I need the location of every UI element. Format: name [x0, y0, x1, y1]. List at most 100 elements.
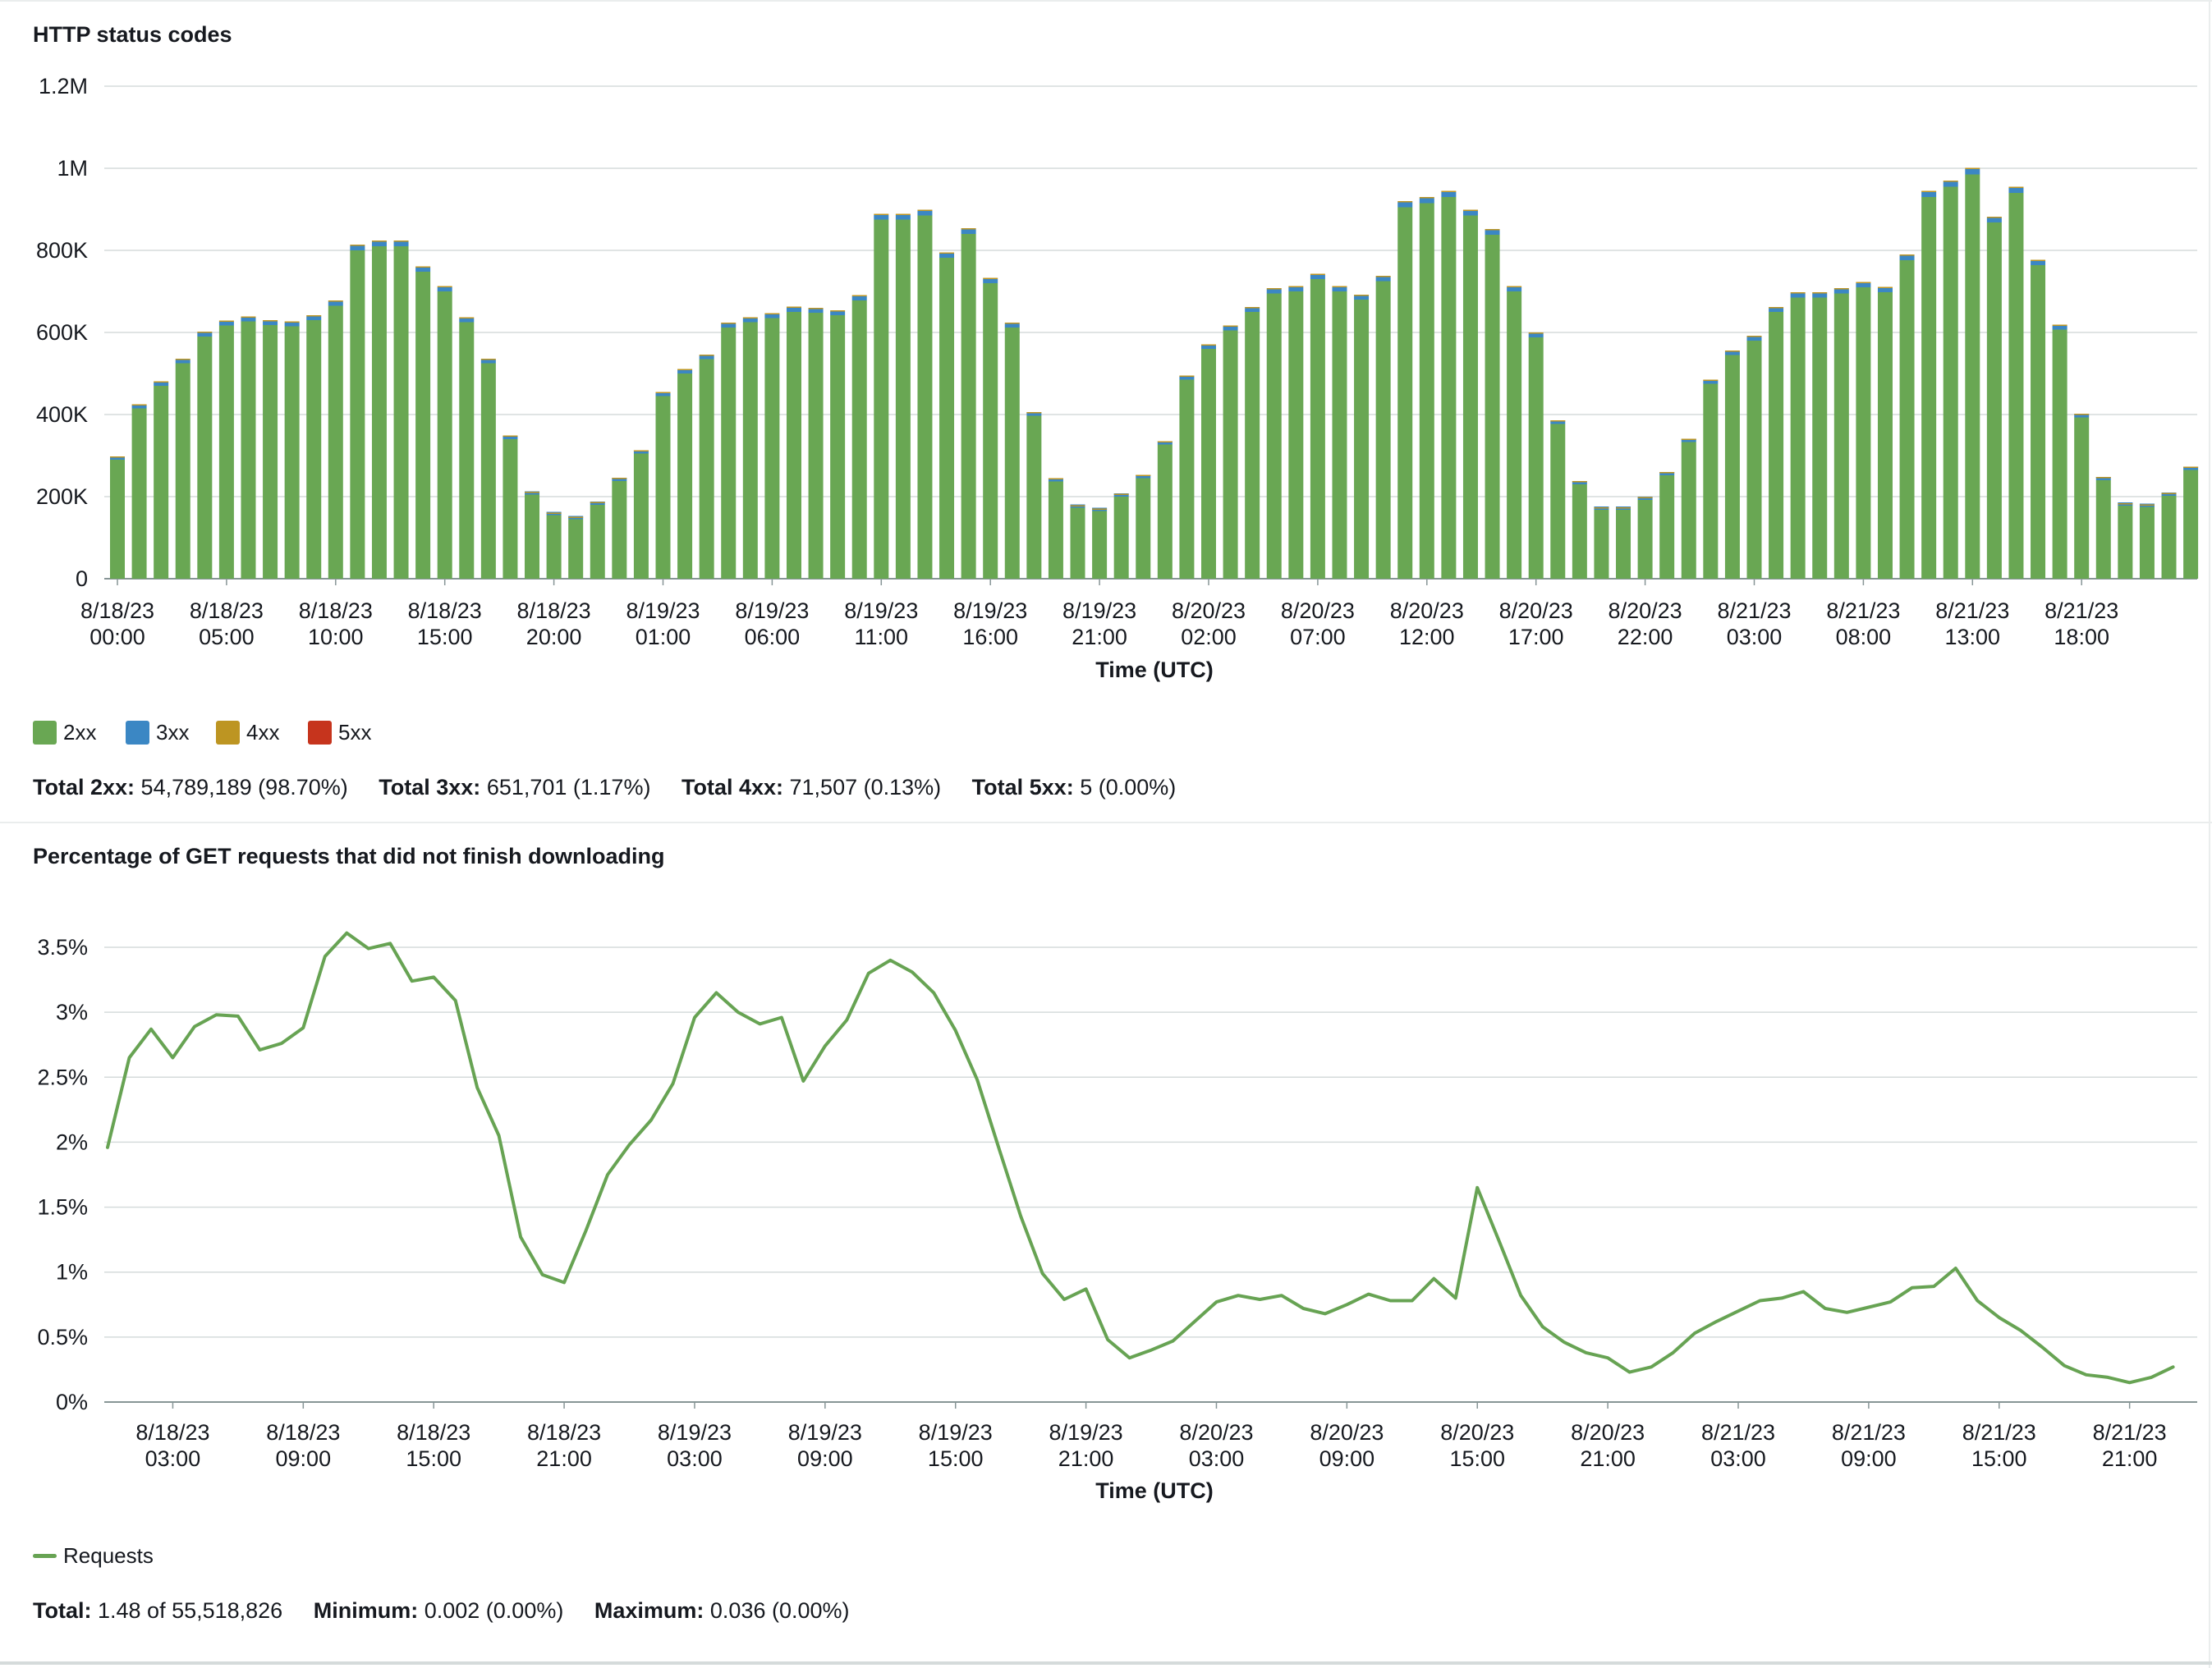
bar-2xx [1965, 174, 1980, 579]
bar-2xx [1048, 481, 1063, 579]
bar-4xx [218, 320, 234, 322]
x-tick-label-date: 8/18/23 [135, 1420, 209, 1445]
x-tick-label-time: 09:00 [276, 1446, 332, 1471]
bar-4xx [764, 313, 780, 314]
bar-2xx [241, 321, 256, 579]
bar-2xx [939, 258, 955, 579]
bar-4xx [655, 392, 671, 393]
bar-2xx [1550, 424, 1566, 579]
bar-4xx [1594, 507, 1609, 509]
bar-2xx [1113, 497, 1129, 579]
bar-4xx [459, 317, 475, 318]
bar-2xx [1899, 260, 1915, 579]
y-tick-label: 1M [57, 156, 88, 181]
x-tick-label-date: 8/21/23 [1962, 1420, 2036, 1445]
bar-4xx [1288, 286, 1304, 287]
bar-4xx [415, 266, 431, 268]
bar-3xx [721, 323, 737, 328]
x-tick-label-time: 10:00 [308, 625, 364, 649]
legend-swatch-5xx-icon [308, 721, 332, 745]
x-tick-label-time: 03:00 [1727, 625, 1783, 649]
bar-3xx [197, 332, 213, 337]
bar-4xx [1921, 190, 1937, 192]
bar-4xx [263, 320, 278, 322]
bar-3xx [742, 318, 758, 323]
bar-4xx [1724, 351, 1740, 352]
bar-2xx [1462, 215, 1478, 579]
y-tick-label: 1.5% [37, 1195, 88, 1220]
bar-4xx [480, 359, 496, 360]
bar-3xx [154, 383, 169, 386]
x-tick-label-time: 17:00 [1508, 625, 1564, 649]
bar-3xx [284, 323, 300, 327]
bar-2xx [2031, 265, 2046, 579]
bar-3xx [1441, 192, 1457, 197]
x-tick-label-time: 18:00 [2054, 625, 2109, 649]
bar-3xx [1507, 287, 1522, 291]
bar-2xx [677, 373, 693, 579]
x-tick-label-date: 8/19/23 [1062, 598, 1136, 623]
x-tick-label-time: 07:00 [1290, 625, 1346, 649]
bar-4xx [677, 369, 693, 370]
bar-4xx [371, 241, 387, 242]
bar-3xx [1703, 380, 1719, 384]
bar-4xx [1266, 288, 1282, 290]
bar-3xx [1833, 289, 1849, 294]
legend-swatch-3xx-icon [126, 721, 149, 745]
bar-3xx [633, 450, 649, 454]
bar-2xx [459, 322, 475, 579]
x-tick-label-date: 8/21/23 [1832, 1420, 1906, 1445]
legend-label-2xx: 2xx [63, 720, 97, 745]
x-axis-title: Time (UTC) [1095, 1478, 1214, 1503]
bar-3xx [218, 322, 234, 326]
bar-3xx [131, 405, 147, 409]
bar-2xx [808, 313, 824, 579]
series-line-requests [106, 931, 2175, 1385]
bar-2xx [1681, 442, 1696, 579]
bar-3xx [175, 360, 190, 364]
bar-2xx [1485, 235, 1500, 579]
page-bottom-border [0, 1661, 2212, 1665]
requests-minimum-key: Minimum: [313, 1598, 419, 1623]
bar-3xx [1659, 472, 1675, 475]
bar-2xx [1288, 291, 1304, 579]
x-tick-label-time: 21:00 [2102, 1446, 2158, 1471]
x-tick-label-date: 8/18/23 [517, 598, 591, 623]
bar-2xx [218, 325, 234, 579]
x-tick-label-date: 8/19/23 [953, 598, 1027, 623]
bar-3xx [1877, 288, 1893, 292]
bar-2xx [1812, 297, 1828, 579]
bar-3xx [1048, 478, 1063, 482]
x-tick-label-date: 8/18/23 [299, 598, 373, 623]
bar-3xx [1790, 293, 1806, 298]
y-tick-label: 2.5% [37, 1065, 88, 1089]
total-2xx: Total 2xx: 54,789,189 (98.70%) [33, 775, 348, 800]
bar-4xx [2052, 324, 2067, 326]
bar-4xx [1833, 288, 1849, 290]
bar-2xx [590, 505, 605, 579]
bar-3xx [1746, 337, 1762, 341]
y-tick-label: 400K [36, 402, 88, 427]
bar-2xx [1507, 291, 1522, 579]
bar-3xx [786, 308, 801, 312]
bar-4xx [1070, 505, 1085, 506]
bar-2xx [1419, 203, 1434, 579]
total-3xx: Total 3xx: 651,701 (1.17%) [379, 775, 650, 800]
x-tick-label-date: 8/18/23 [408, 598, 482, 623]
bar-4xx [306, 315, 322, 317]
bar-4xx [1462, 209, 1478, 211]
bar-3xx [1310, 275, 1325, 279]
bar-3xx [415, 268, 431, 272]
bar-2xx [1266, 293, 1282, 579]
requests-maximum-value: 0.036 (0.00%) [709, 1598, 850, 1623]
status-codes-chart: 0200K400K600K800K1M1.2M8/18/2300:008/18/… [36, 74, 2199, 682]
bar-3xx [1354, 296, 1370, 300]
bar-4xx [1812, 292, 1828, 294]
bar-4xx [1201, 344, 1216, 346]
bar-2xx [1746, 341, 1762, 579]
bar-2xx [1594, 510, 1609, 579]
bar-3xx [371, 241, 387, 246]
bar-2xx [1724, 355, 1740, 579]
x-tick-label-date: 8/20/23 [1609, 598, 1682, 623]
x-tick-label-date: 8/21/23 [2044, 598, 2118, 623]
